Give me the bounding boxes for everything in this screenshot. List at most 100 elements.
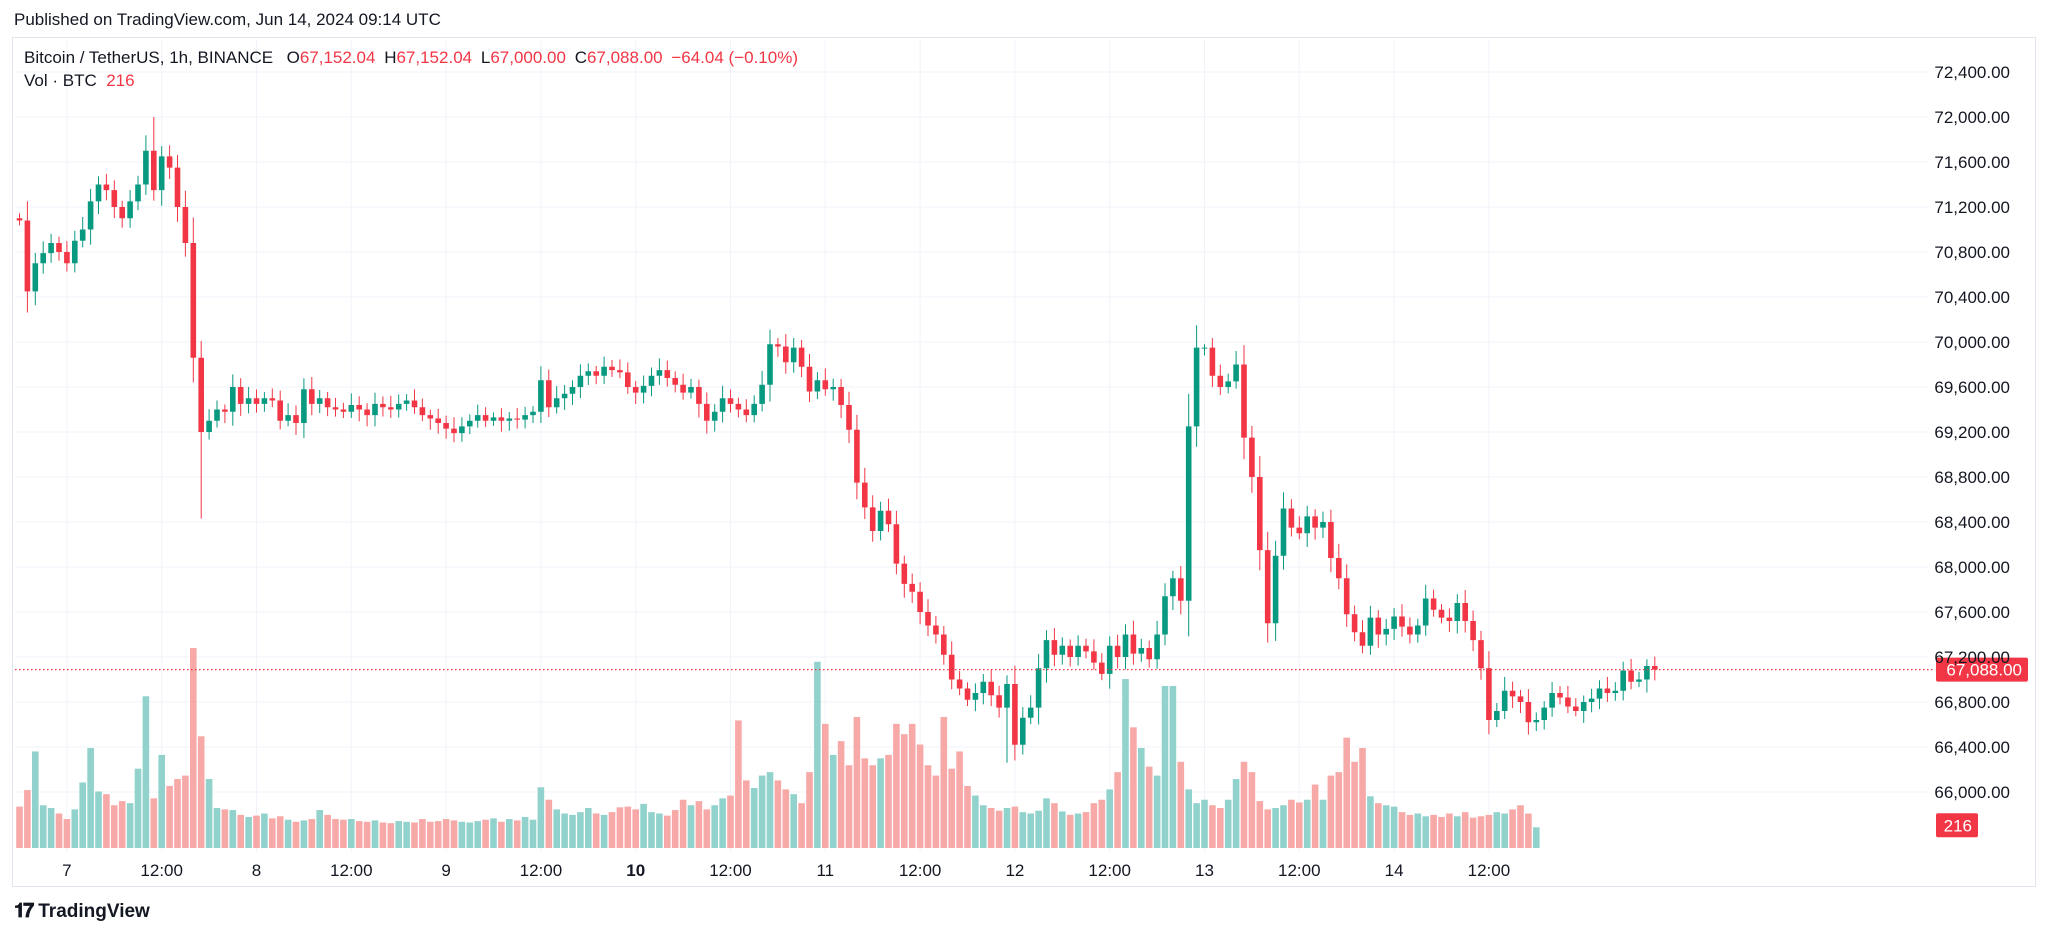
volume-bar [213, 808, 221, 848]
candle-body [1438, 609, 1445, 618]
volume-bar [1461, 812, 1469, 848]
volume-bar [1525, 813, 1532, 848]
volume-bar [63, 819, 71, 848]
candle-body [1580, 702, 1587, 711]
candle-body [885, 510, 892, 525]
x-tick-label: 7 [62, 861, 71, 880]
candle-body [1415, 625, 1421, 635]
volume-bar [253, 815, 260, 848]
volume-bar [103, 794, 110, 848]
candle-body [1288, 508, 1295, 528]
volume-bar [529, 819, 537, 848]
volume-bar [561, 813, 568, 848]
candle-body [498, 417, 505, 421]
volume-bar [316, 810, 323, 848]
candle-body [569, 387, 576, 394]
candle-body [190, 243, 197, 358]
candle-body [24, 220, 31, 292]
candle-body [119, 207, 125, 219]
candle-body [79, 229, 86, 241]
x-tick-label: 14 [1385, 861, 1404, 880]
volume-bar [877, 758, 884, 848]
candle-body [1280, 508, 1287, 556]
candle-body [711, 411, 718, 421]
volume-bar [261, 813, 268, 848]
candle-body [1043, 640, 1050, 669]
candle-body [798, 347, 805, 367]
chart-frame[interactable] [12, 37, 2036, 887]
volume-bar [221, 809, 229, 848]
x-tick-label: 11 [816, 861, 834, 880]
candle-body [672, 378, 678, 385]
volume-bar [276, 816, 284, 848]
volume-bar [1469, 817, 1477, 848]
y-tick-label: 71,600.00 [1934, 153, 2010, 172]
volume-bar [474, 821, 481, 848]
candle-body [1422, 598, 1429, 626]
candle-body [467, 420, 473, 427]
volume-bar [340, 819, 347, 848]
volume-bar [434, 821, 442, 848]
candle-body [111, 190, 118, 207]
volume-bar [664, 815, 671, 848]
volume-bar [237, 814, 244, 848]
volume-bar [972, 795, 979, 848]
candle-body [735, 403, 742, 410]
volume-bar [363, 821, 371, 848]
volume-bar [205, 779, 213, 848]
candle-body [625, 372, 631, 387]
candle-body [838, 387, 844, 405]
candle-body [1225, 381, 1231, 387]
volume-bar [95, 791, 102, 848]
candle-body [790, 347, 797, 363]
volume-bar [814, 661, 821, 848]
candle-body [1541, 707, 1547, 720]
volume-bar [126, 803, 134, 848]
volume-bar [1485, 814, 1493, 848]
candle-body [530, 411, 536, 416]
candle-body [680, 384, 686, 393]
candle-body [1391, 616, 1397, 629]
volume-bar [1106, 789, 1113, 848]
tradingview-logo[interactable]: 𝟏𝟕 TradingView [14, 900, 150, 923]
volume-bar [134, 768, 142, 848]
last-price-badge [1936, 657, 2028, 682]
volume-bar [569, 814, 576, 848]
candle-body [269, 398, 276, 401]
y-tick-label: 70,400.00 [1934, 288, 2010, 307]
volume-bar [1303, 799, 1311, 848]
volume-bar [1201, 799, 1208, 848]
volume-bar [545, 799, 553, 848]
volume-bar [592, 813, 600, 848]
candle-body [182, 207, 189, 243]
candle-body [830, 387, 836, 390]
candle-body [696, 387, 702, 404]
candle-body [1075, 645, 1081, 657]
volume-bar [869, 765, 876, 848]
volume-bar [269, 818, 276, 848]
candle-body [917, 591, 923, 612]
volume-bar [324, 814, 331, 848]
candle-body [222, 409, 228, 412]
y-tick-label: 70,800.00 [1934, 243, 2010, 262]
candle-body [767, 344, 773, 385]
volume-bar [822, 723, 829, 848]
volume-bar [648, 812, 655, 848]
candle-body [1628, 670, 1634, 682]
time-axis: 7 12:00 8 12:00 9 12:00 10 12:00 11 12:00 12 12:00 1… [62, 861, 1510, 880]
volume-bar [166, 785, 173, 848]
candle-body [403, 400, 410, 404]
candle-body [206, 420, 212, 432]
volume-bar [379, 822, 387, 848]
volume-bar [1217, 808, 1224, 848]
candle-body [1494, 711, 1500, 720]
volume-bar [1414, 813, 1422, 848]
volume-label: Vol · BTC [24, 71, 97, 90]
volume-bar [1082, 812, 1090, 848]
candle-body [1201, 347, 1208, 349]
volume-bar [948, 768, 955, 848]
candle-body [364, 409, 370, 416]
volume-bar [656, 813, 663, 848]
candle-body [1296, 527, 1303, 534]
